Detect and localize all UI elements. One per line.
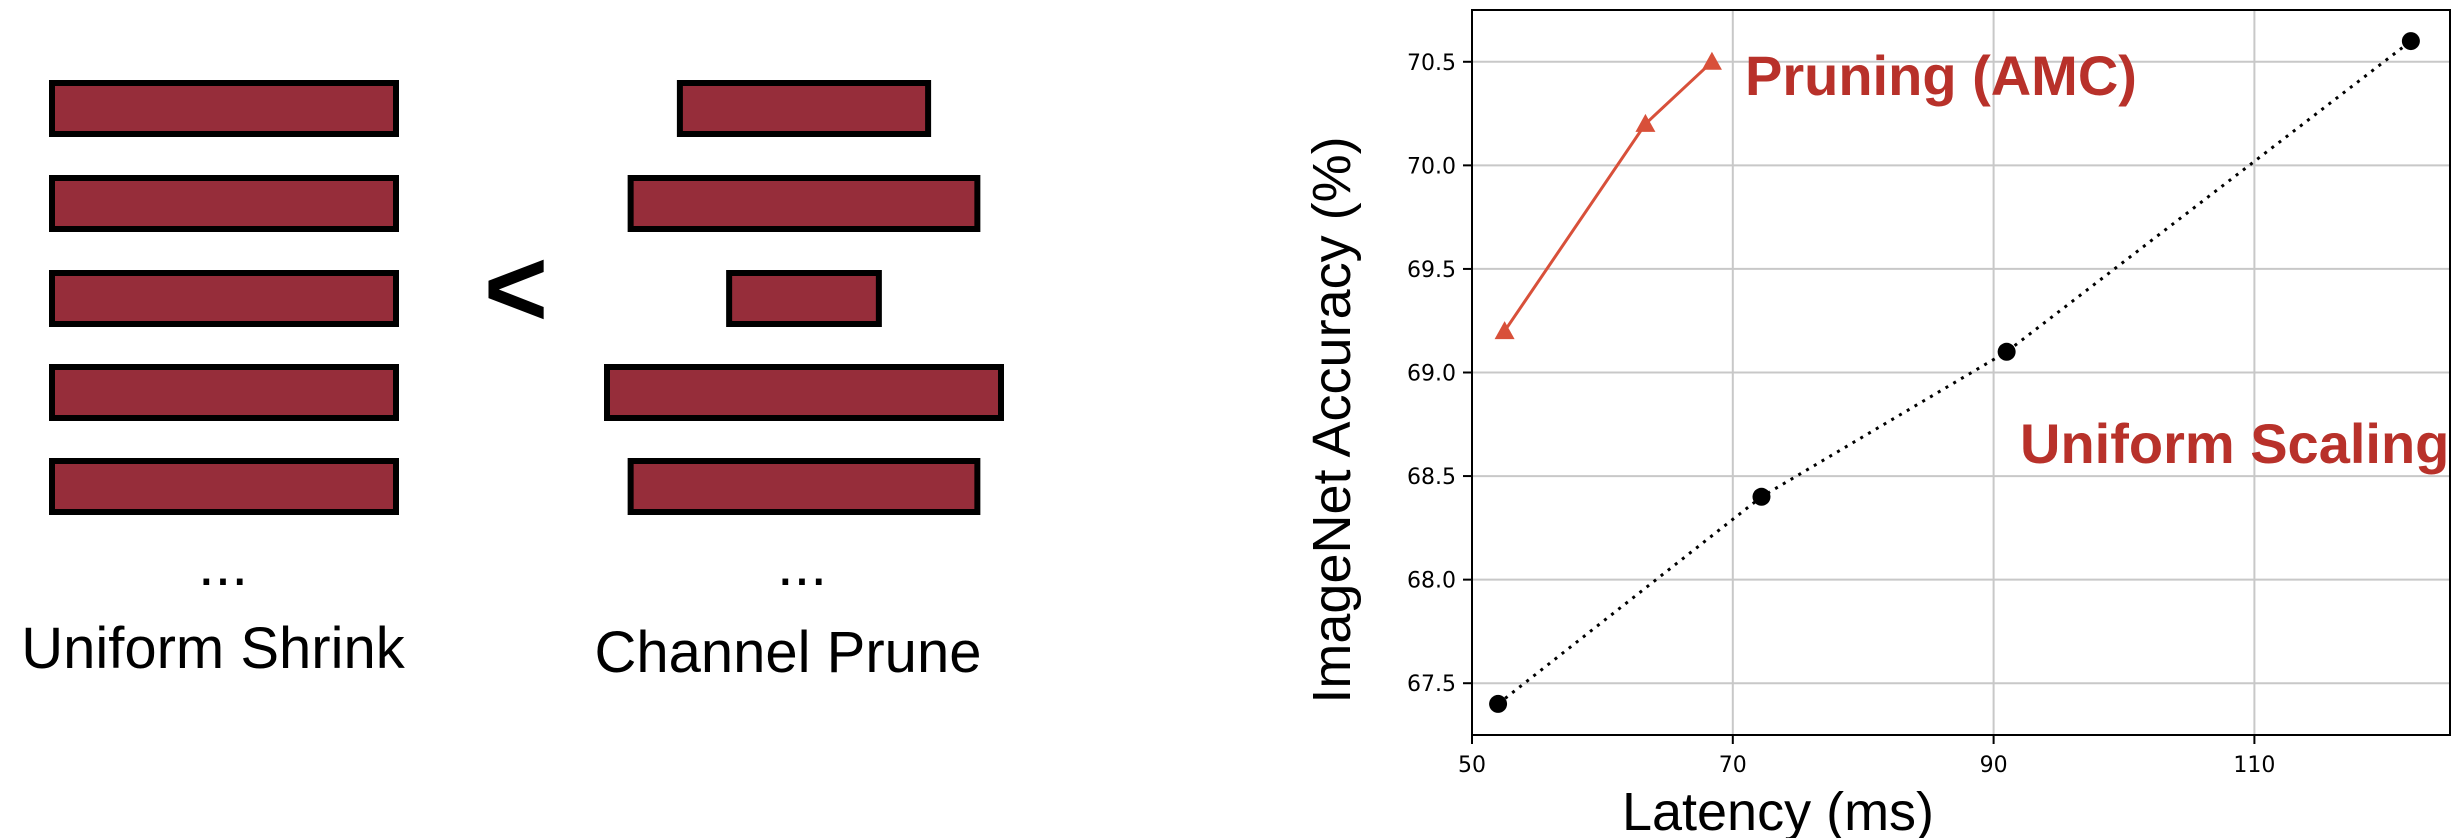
x-tick-label: 90: [1980, 753, 2008, 778]
channel-prune-bar: [627, 175, 981, 232]
accuracy-latency-chart: 50 70 90 110 67.5 68.0 68.5 69.0 69.5 70.0 70.5 Pr…: [1302, 9, 2451, 838]
uniform-shrink-caption: Uniform Shrink: [21, 616, 406, 681]
x-tick-label: 70: [1719, 753, 1747, 778]
channel-prune-bar: [726, 270, 882, 327]
uniform-shrink-bar: [49, 270, 399, 327]
uniform-shrink-bar: [49, 364, 399, 421]
y-tick-label: 69.5: [1407, 258, 1456, 283]
series-line: [1497, 39, 2412, 706]
series-label: Pruning (AMC): [1745, 44, 2137, 107]
channel-prune-bar: [627, 458, 981, 515]
y-axis-label: ImageNet Accuracy (%): [1302, 136, 1362, 703]
right-ellipsis: ...: [777, 531, 827, 598]
data-point-circle: [1752, 487, 1771, 506]
uniform-shrink-bars: [49, 80, 399, 515]
y-tick-label: 68.0: [1407, 569, 1456, 594]
data-point-triangle: [1494, 321, 1515, 340]
data-point-triangle: [1701, 51, 1722, 70]
y-tick-label: 69.0: [1407, 362, 1456, 387]
series-label: Uniform Scaling: [2020, 412, 2449, 475]
uniform-shrink-bar: [49, 458, 399, 515]
x-tick-label: 110: [2233, 753, 2275, 778]
x-axis-label: Latency (ms): [1622, 782, 1934, 838]
left-ellipsis: ...: [198, 531, 248, 598]
y-tick-label: 68.5: [1407, 465, 1456, 490]
channel-prune-caption: Channel Prune: [595, 620, 982, 685]
data-point-circle: [1997, 342, 2016, 361]
data-point-circle: [1489, 694, 1508, 713]
channel-prune-bar: [604, 364, 1004, 421]
uniform-shrink-bar: [49, 175, 399, 232]
y-tick-label: 70.0: [1407, 154, 1456, 179]
x-tick-label: 50: [1458, 753, 1486, 778]
y-tick-label: 67.5: [1407, 672, 1456, 697]
uniform-shrink-bar: [49, 80, 399, 137]
grid-lines: [1472, 10, 2450, 735]
channel-diagram: < ... ... Uniform Shrink Channel Prune: [21, 80, 1004, 685]
channel-prune-bars: [604, 80, 1004, 515]
axis-ticks: 50 70 90 110 67.5 68.0 68.5 69.0 69.5 70.0 70.5: [1407, 51, 2275, 778]
y-tick-label: 70.5: [1407, 51, 1456, 76]
less-than-symbol: <: [484, 227, 548, 350]
series-line: [1503, 60, 1713, 332]
data-point-circle: [2401, 32, 2420, 51]
series-labels: Pruning (AMC) Uniform Scaling: [1745, 44, 2449, 475]
series-layer: [1489, 32, 2420, 713]
data-point-triangle: [1635, 113, 1656, 132]
channel-prune-bar: [676, 80, 932, 137]
